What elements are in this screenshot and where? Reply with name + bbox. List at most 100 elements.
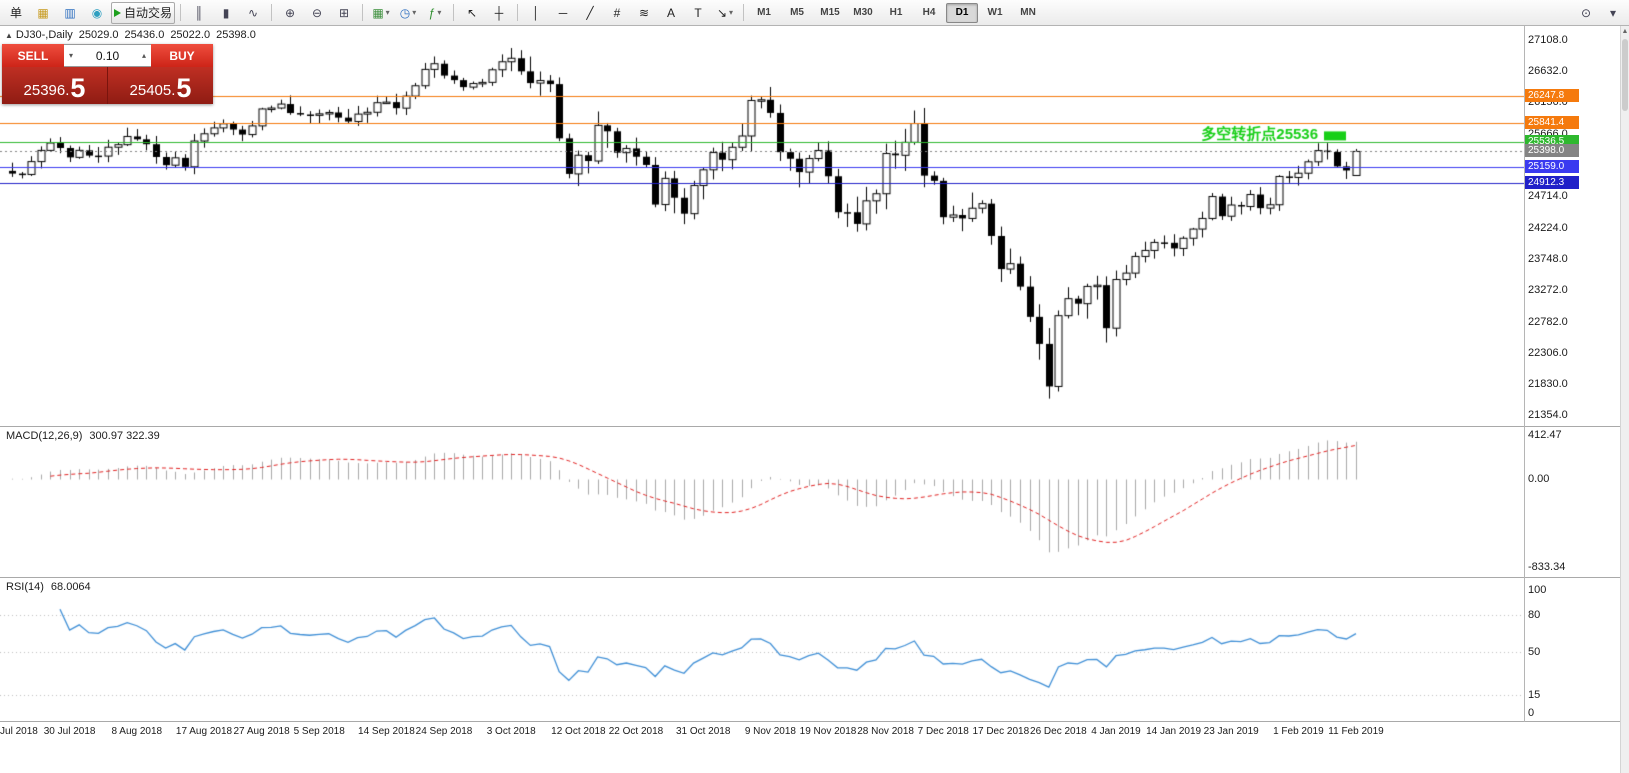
play-icon: [114, 8, 121, 17]
equidistant-channel-icon[interactable]: #: [604, 2, 630, 24]
timeframe-m1-button[interactable]: M1: [757, 7, 771, 18]
date-axis-label: 31 Oct 2018: [675, 726, 731, 737]
equidistant-channel-glyph: #: [613, 5, 621, 20]
date-axis-label: 7 Dec 2018: [917, 726, 969, 737]
find-symbol-icon[interactable]: ⊙: [1573, 2, 1599, 24]
scroll-up-icon[interactable]: ▲: [1621, 28, 1629, 35]
level-price-tag: 25536.5: [1525, 135, 1579, 149]
pane-separator[interactable]: [0, 577, 1621, 578]
macd-indicator-canvas[interactable]: [0, 427, 1524, 577]
autotrading-button-label: 自动交易: [124, 6, 173, 20]
new-chart-icon[interactable]: ▦ ▾: [368, 2, 394, 24]
price-chart-canvas[interactable]: [0, 26, 1524, 426]
price-axis-label: 25666.0: [1528, 127, 1568, 140]
price-axis-label: 23748.0: [1528, 252, 1568, 265]
buy-price-value: 25405.: [129, 82, 176, 99]
volume-control: ▾ ▴: [64, 44, 151, 67]
profiles-icon[interactable]: ◷ ▾: [395, 2, 421, 24]
new-order-button[interactable]: 单: [3, 2, 29, 24]
zoom-out-icon[interactable]: ⊖: [304, 2, 330, 24]
fibonacci-glyph: ≋: [638, 5, 650, 20]
more-tools-icon-glyph: ▾: [1609, 5, 1617, 20]
level-price-tag: 25841.4: [1525, 115, 1579, 129]
indicators-icon[interactable]: ƒ ▾: [422, 2, 448, 24]
date-axis-label: 14 Jan 2019: [1146, 726, 1202, 737]
more-tools-icon[interactable]: ▾: [1600, 2, 1626, 24]
toolbar-separator: [517, 4, 519, 21]
sell-button[interactable]: SELL: [2, 44, 64, 67]
vertical-scrollbar[interactable]: ▲: [1620, 26, 1629, 773]
zoom-in-icon[interactable]: ⊕: [277, 2, 303, 24]
timeframe-mn-button[interactable]: MN: [1020, 7, 1036, 18]
label-glyph: T: [694, 5, 702, 20]
buy-price-button[interactable]: 25405. 5: [108, 67, 213, 104]
market-watch-icon[interactable]: ▥: [57, 2, 83, 24]
crosshair-icon[interactable]: ┼: [486, 2, 512, 24]
rsi-title: RSI(14): [6, 581, 44, 593]
timeframe-m30-button[interactable]: M30: [853, 7, 873, 18]
macd-values: 300.97 322.39: [89, 430, 160, 442]
price-axis-border: [1524, 26, 1525, 722]
bar-chart-mode-icon[interactable]: ║: [186, 2, 212, 24]
volume-decrease-button[interactable]: ▾: [68, 51, 73, 60]
timeframe-m15-button[interactable]: M15: [820, 7, 840, 18]
volume-input[interactable]: [78, 47, 137, 64]
price-axis-label: 23272.0: [1528, 284, 1568, 296]
timeframe-m5-button[interactable]: M5: [790, 7, 804, 18]
macd-axis-label: -833.34: [1528, 561, 1566, 573]
toolbar: 单 ▦ ▥ ◉ 自动交易 ║ ▮ ∿ ⊕ ⊖ ⊞ ▦ ▾ ◷ ▾ ƒ ▾ ↖ ┼ │ ─ ╱ # ≋ A T ↘ ▾ M1 M5 M15 M…: [0, 0, 1629, 26]
candlestick-mode-glyph: ▮: [222, 5, 230, 20]
vertical-line-icon[interactable]: │: [523, 2, 549, 24]
scrollbar-thumb[interactable]: [1622, 39, 1628, 111]
cursor-icon[interactable]: ↖: [459, 2, 485, 24]
charts-icon[interactable]: ▦: [30, 2, 56, 24]
dropdown-arrow-icon: ▾: [385, 8, 390, 17]
date-axis-label: 27 Aug 2018: [233, 726, 290, 737]
indicators-glyph: ƒ: [428, 5, 436, 20]
rsi-value: 68.0064: [50, 581, 91, 593]
date-axis-label: 28 Nov 2018: [857, 726, 914, 737]
timeframe-d1-button[interactable]: D1: [946, 2, 979, 23]
buy-button[interactable]: BUY: [151, 44, 213, 67]
crosshair-glyph: ┼: [494, 5, 504, 20]
sell-price-button[interactable]: 25396. 5: [2, 67, 107, 104]
date-axis-label: 20 Jul 2018: [0, 726, 38, 737]
toolbar-right-group: ⊙ ▾: [1573, 2, 1626, 24]
volume-increase-button[interactable]: ▴: [141, 51, 146, 60]
timeframe-h1-button[interactable]: H1: [889, 7, 903, 18]
open-value: 25029.0: [78, 29, 119, 41]
line-chart-mode-icon[interactable]: ∿: [240, 2, 266, 24]
autotrading-button[interactable]: 自动交易: [111, 1, 176, 24]
horizontal-line-icon[interactable]: ─: [550, 2, 576, 24]
navigator-icon[interactable]: ◉: [84, 2, 110, 24]
date-axis-label: 5 Sep 2018: [293, 726, 345, 737]
price-axis-label: 24224.0: [1528, 221, 1568, 234]
label-icon[interactable]: T: [685, 2, 711, 24]
trendline-icon[interactable]: ╱: [577, 2, 603, 24]
trendline-glyph: ╱: [586, 5, 594, 20]
fibonacci-icon[interactable]: ≋: [631, 2, 657, 24]
tile-windows-glyph: ⊞: [338, 5, 350, 20]
price-axis-label: 21354.0: [1528, 409, 1568, 421]
candlestick-mode-icon[interactable]: ▮: [213, 2, 239, 24]
close-value: 25398.0: [216, 29, 256, 41]
navigator-glyph: ◉: [91, 5, 103, 20]
date-axis-label: 19 Nov 2018: [799, 726, 857, 737]
current-price-tag: 25398.0: [1525, 144, 1579, 158]
rsi-axis-label: 50: [1528, 645, 1541, 658]
timeframe-button-group: M1 M5 M15 M30 H1 H4 D1 W1 MN: [748, 2, 1044, 23]
macd-title: MACD(12,26,9): [6, 430, 83, 442]
timeframe-w1-button[interactable]: W1: [987, 7, 1003, 18]
price-divider: [107, 67, 108, 104]
one-click-trading-panel: SELL ▾ ▴ BUY 25396.5 25405.5: [2, 44, 213, 104]
text-icon[interactable]: A: [658, 2, 684, 24]
sell-price-decimal: 5: [70, 73, 86, 104]
pane-separator[interactable]: [0, 426, 1621, 427]
tile-windows-icon[interactable]: ⊞: [331, 2, 357, 24]
rsi-indicator-canvas[interactable]: [0, 578, 1524, 721]
timeframe-h4-button[interactable]: H4: [922, 7, 936, 18]
dropdown-arrow-icon: ▾: [437, 8, 442, 17]
date-axis-label: 4 Jan 2019: [1091, 726, 1141, 737]
chart-marker-icon: ▲: [5, 31, 13, 40]
arrows-icon[interactable]: ↘ ▾: [712, 2, 738, 24]
